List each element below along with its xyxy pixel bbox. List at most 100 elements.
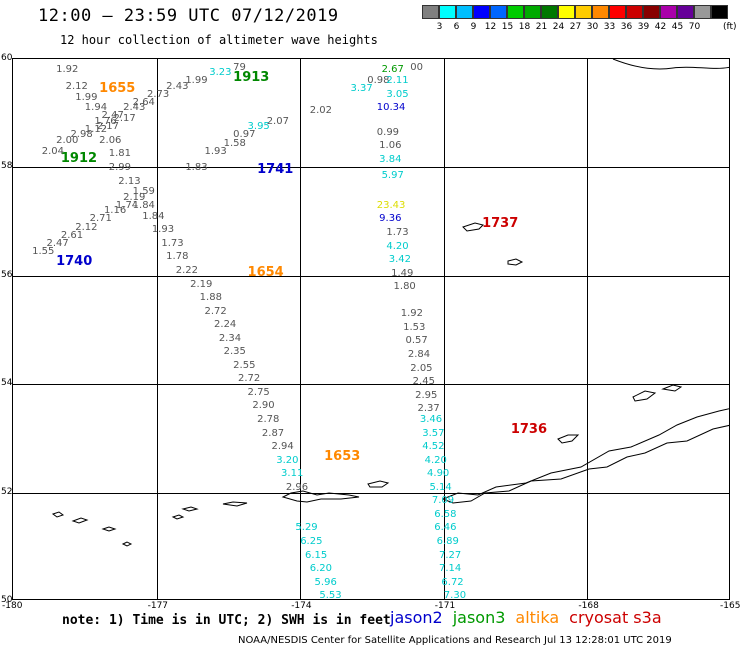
color-scale-unit: (ft): [723, 22, 737, 32]
scale-tick-label: 70: [688, 22, 701, 32]
swh-value: 5.96: [314, 576, 337, 588]
scale-swatch: [439, 5, 456, 19]
coastline-outline: [51, 59, 729, 547]
track-time-label: 1654: [247, 264, 284, 280]
track-time-label: 1737: [482, 216, 519, 232]
swh-value: 0.57: [405, 335, 428, 347]
swh-value: 1.59: [132, 186, 155, 198]
scale-swatch: [558, 5, 575, 19]
swh-value: 1.94: [84, 102, 108, 114]
swh-value: 2.07: [266, 115, 289, 127]
swh-value: 2.34: [218, 332, 242, 344]
swh-value: 2.98: [70, 129, 93, 141]
swh-value: 3.20: [276, 454, 299, 466]
swh-value: 2.72: [237, 373, 261, 385]
track-time-label: 1655: [99, 80, 136, 96]
satellite-legend-item: altika: [515, 608, 560, 627]
scale-swatch: [473, 5, 490, 19]
swh-value: 7.27: [439, 549, 462, 561]
swh-value: 10.34: [376, 102, 406, 114]
swh-value: 1.84: [142, 210, 165, 222]
swh-value: 2.24: [214, 319, 237, 331]
swh-value: 7.09: [431, 495, 455, 507]
swh-value: 5.29: [295, 522, 318, 534]
swh-value: 2.05: [410, 362, 433, 374]
swh-value: 2.90: [252, 400, 275, 412]
track-time-label: 1736: [510, 422, 547, 438]
scale-tick-label: 30: [586, 22, 599, 32]
swh-value: 3.05: [386, 88, 409, 100]
swh-value: 1.49: [391, 267, 414, 279]
swh-value: 1.92: [400, 308, 423, 320]
swh-value: 6.72: [441, 576, 464, 588]
scale-swatch: [711, 5, 728, 19]
parallel-line: [13, 384, 729, 386]
parallel-line: [13, 492, 729, 494]
swh-value: 2.55: [233, 359, 256, 371]
scale-swatch: [660, 5, 677, 19]
swh-value: 1.55: [32, 245, 55, 257]
scale-tick-label: 15: [501, 22, 514, 32]
swh-value: 5.53: [319, 590, 342, 600]
longitude-label: -171: [434, 601, 456, 611]
swh-value: 00: [410, 61, 424, 73]
scale-swatch: [677, 5, 694, 19]
swh-value: 1.78: [166, 251, 189, 263]
scale-swatch: [507, 5, 524, 19]
swh-value: 3.11: [281, 468, 304, 480]
swh-value: 2.72: [204, 305, 227, 317]
satellite-legend-item: jason3: [452, 608, 506, 627]
parallel-line: [13, 167, 729, 169]
swh-value: 5.14: [429, 481, 452, 493]
scale-swatch: [541, 5, 558, 19]
longitude-label: -180: [2, 601, 23, 611]
swh-value: 2.19: [123, 191, 146, 203]
scale-swatch: [609, 5, 626, 19]
scale-tick-label: 6: [453, 22, 460, 32]
swh-value: 2.95: [415, 389, 438, 401]
scale-tick-label: 27: [569, 22, 582, 32]
swh-value: 2.99: [108, 161, 131, 173]
meridian-line: [156, 59, 158, 599]
scale-tick-label: 24: [552, 22, 565, 32]
meridian-line: [443, 59, 445, 599]
swh-value: 2.71: [89, 213, 112, 225]
swh-value: 1.83: [185, 161, 208, 173]
swh-value: 1.93: [204, 145, 227, 157]
swh-value: 3.46: [419, 414, 443, 425]
swh-value: 4.20: [424, 454, 447, 466]
satellite-legend: jason2 jason3 altika cryosat s3a: [390, 608, 672, 627]
swh-value: 1.99: [185, 75, 208, 87]
swh-value: 0.98: [367, 75, 390, 87]
scale-tick-label: 21: [535, 22, 548, 32]
swh-value: 4.90: [427, 468, 450, 480]
swh-value: 2.06: [99, 134, 122, 146]
scale-tick-label: 33: [603, 22, 616, 32]
swh-value: 4.20: [386, 240, 409, 252]
swh-value: 1.93: [151, 224, 175, 236]
swh-value: 1.73: [386, 227, 409, 239]
credit-line: NOAA/NESDIS Center for Satellite Applica…: [238, 635, 672, 646]
scale-tick-label: 36: [620, 22, 633, 32]
swh-value: 2.02: [309, 105, 333, 117]
longitude-label: -174: [291, 601, 312, 611]
swh-value: 2.43: [123, 102, 146, 114]
swh-value: 1.84: [132, 199, 155, 211]
swh-value: 1.74: [115, 199, 139, 211]
swh-value: 3.95: [247, 121, 270, 133]
altimeter-map: 1.92 2.12 1.99 1.94 1.76 1.12 2.98 2.00 2.04 2.06…: [12, 58, 730, 600]
swh-value: 1.76: [94, 115, 117, 127]
swh-value: 0.99: [376, 126, 400, 138]
swh-value: 2.87: [261, 427, 285, 439]
longitude-label: -177: [147, 601, 169, 611]
swh-value: 2.17: [96, 121, 120, 133]
latitude-label: 52: [1, 486, 13, 497]
track-time-label: 1913: [233, 69, 270, 85]
scale-tick-label: 9: [470, 22, 477, 32]
swh-value: 3.37: [350, 83, 373, 95]
swh-value: 2.75: [247, 386, 270, 398]
swh-value: 4.52: [422, 441, 445, 453]
swh-value: 9.36: [379, 213, 402, 225]
swh-value: 2.22: [175, 264, 198, 276]
track-time-label: 1912: [60, 151, 98, 167]
